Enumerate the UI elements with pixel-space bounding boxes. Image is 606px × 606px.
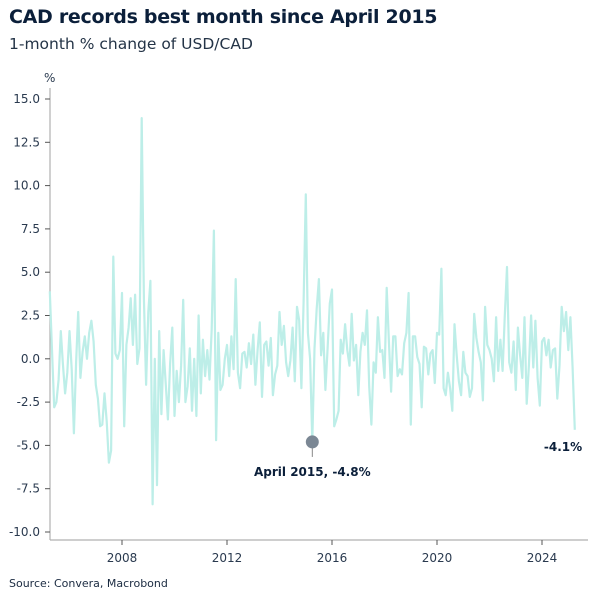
chart-title: CAD records best month since April 2015 <box>9 6 438 28</box>
y-tick-label: 15.0 <box>13 92 40 106</box>
april-2015-marker <box>305 435 319 449</box>
y-tick-label: -7.5 <box>17 482 40 496</box>
y-tick-label: 7.5 <box>21 222 40 236</box>
y-tick-label: -2.5 <box>17 395 40 409</box>
y-tick-label: -5.0 <box>17 438 40 452</box>
x-axis: 2008 2012 2016 2020 2024 <box>50 539 588 565</box>
annotation-latest: -4.1% <box>544 440 582 454</box>
y-axis-unit-label: % <box>44 71 55 85</box>
x-tick-label: 2016 <box>317 551 348 565</box>
y-tick-label: 10.0 <box>13 179 40 193</box>
source-note: Source: Convera, Macrobond <box>9 577 168 590</box>
y-tick-label: 0.0 <box>21 352 40 366</box>
annotations: April 2015, -4.8% -4.1% <box>254 435 582 479</box>
x-tick-label: 2008 <box>107 551 138 565</box>
y-tick-label: 2.5 <box>21 309 40 323</box>
chart-subtitle: 1-month % change of USD/CAD <box>9 35 253 53</box>
x-tick-label: 2024 <box>527 551 558 565</box>
y-tick-label: 12.5 <box>13 135 40 149</box>
x-tick-label: 2020 <box>422 551 453 565</box>
y-axis: 15.0 12.5 10.0 7.5 5.0 2.5 0.0 -2.5 -5.0 -7.5 -10.… <box>9 88 51 540</box>
y-tick-label: -10.0 <box>9 525 40 539</box>
y-tick-label: 5.0 <box>21 265 40 279</box>
annotation-april-2015: April 2015, -4.8% <box>254 465 371 479</box>
x-tick-label: 2012 <box>212 551 243 565</box>
